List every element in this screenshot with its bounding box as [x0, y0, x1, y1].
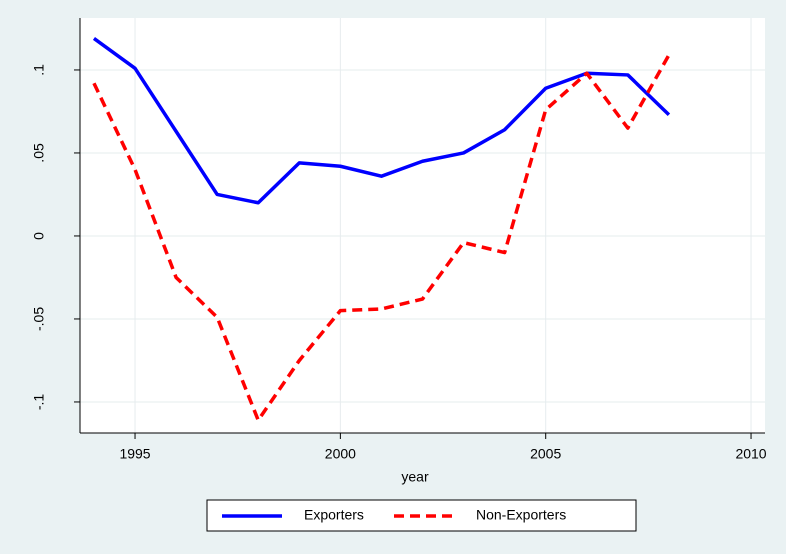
series-line [92, 54, 671, 422]
x-tick-label: 2005 [530, 446, 561, 462]
legend-label: Exporters [304, 507, 364, 523]
y-tick-label: 0 [31, 232, 47, 240]
x-axis-label: year [401, 469, 429, 485]
x-tick-label: 2000 [325, 446, 356, 462]
x-tick-label: 1995 [119, 446, 150, 462]
y-tick-label: .1 [31, 64, 47, 76]
plot-area [80, 18, 765, 433]
legend-label: Non-Exporters [476, 507, 566, 523]
y-tick-label: -.05 [31, 307, 47, 331]
y-tick-label: .05 [31, 143, 47, 163]
y-tick-label: -.1 [31, 394, 47, 411]
series-line [92, 37, 671, 205]
x-tick-label: 2010 [735, 446, 766, 462]
